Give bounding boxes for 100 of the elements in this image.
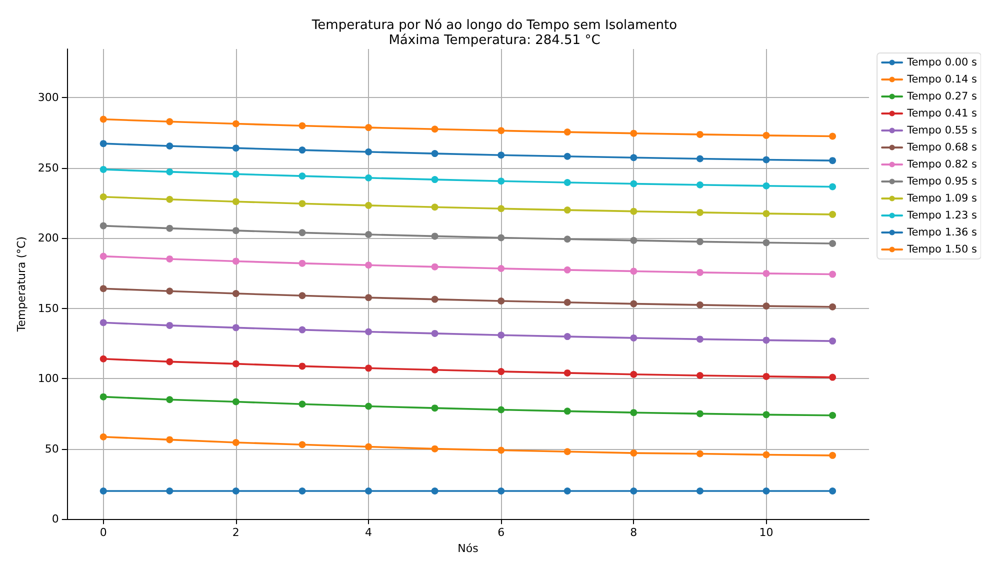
point [166, 322, 174, 329]
point [762, 270, 770, 277]
legend-label: Tempo 0.95 s [906, 176, 978, 188]
legend-label: Tempo 0.82 s [906, 158, 978, 170]
point [166, 142, 174, 150]
point [100, 116, 107, 123]
point [232, 144, 240, 152]
point [232, 198, 240, 206]
point [431, 263, 438, 270]
point [100, 433, 107, 440]
point [100, 193, 107, 200]
point [431, 445, 438, 452]
point [365, 294, 372, 302]
point [298, 326, 306, 334]
point [232, 258, 240, 265]
point [298, 400, 306, 408]
point [696, 181, 704, 188]
point [564, 487, 571, 494]
point [365, 364, 372, 372]
point [365, 124, 372, 132]
point [630, 154, 638, 162]
x-tick-label: 0 [100, 526, 107, 540]
legend-label: Tempo 1.09 s [906, 192, 978, 204]
point [431, 150, 438, 158]
point [630, 130, 638, 137]
point [100, 393, 107, 400]
point [100, 222, 107, 230]
point [829, 338, 836, 345]
point [630, 236, 638, 244]
point [498, 368, 505, 376]
point [829, 270, 836, 278]
point [232, 324, 240, 332]
point [498, 406, 505, 414]
point [431, 404, 438, 412]
point [298, 487, 306, 494]
legend-label: Tempo 0.00 s [906, 56, 978, 68]
point [762, 182, 770, 190]
point [762, 487, 770, 494]
y-axis-title: Temperatura (°C) [15, 236, 28, 333]
point [298, 292, 306, 300]
legend-label: Tempo 0.41 s [906, 108, 978, 120]
x-tick-label: 8 [630, 526, 638, 540]
point [431, 296, 438, 303]
point [829, 487, 836, 494]
y-tick-label: 300 [38, 90, 59, 104]
y-tick-label: 100 [38, 372, 59, 386]
point [298, 229, 306, 236]
x-axis-title: Nós [458, 542, 479, 555]
point [630, 268, 638, 275]
point [762, 132, 770, 139]
legend-label: Tempo 0.27 s [906, 90, 978, 102]
point [696, 238, 704, 246]
point [829, 240, 836, 248]
point [431, 232, 438, 240]
point [498, 446, 505, 454]
point [564, 236, 571, 243]
point [298, 172, 306, 180]
point [630, 370, 638, 378]
point [762, 411, 770, 418]
point [762, 239, 770, 246]
point [365, 402, 372, 410]
point [166, 436, 174, 444]
point [564, 152, 571, 160]
legend-label: Tempo 0.55 s [906, 124, 978, 136]
point [630, 300, 638, 308]
point [166, 168, 174, 176]
point [498, 265, 505, 272]
point [298, 146, 306, 154]
point [166, 118, 174, 126]
chart-title: Temperatura por Nó ao longo do Tempo sem Isolamento [310, 18, 678, 33]
point [630, 409, 638, 416]
point [232, 290, 240, 298]
point [232, 120, 240, 128]
point [829, 210, 836, 218]
x-tick-label: 10 [759, 526, 774, 540]
y-tick-label: 200 [38, 232, 59, 245]
point [298, 200, 306, 208]
point [696, 208, 704, 216]
point [762, 336, 770, 344]
legend-label: Tempo 1.50 s [906, 244, 978, 256]
legend-label: Tempo 0.68 s [906, 142, 978, 154]
point [365, 443, 372, 450]
point [298, 441, 306, 448]
point [100, 319, 107, 326]
y-tick-label: 50 [44, 442, 59, 456]
point [498, 178, 505, 185]
point [696, 410, 704, 418]
point [630, 180, 638, 188]
point [100, 252, 107, 260]
point [298, 260, 306, 267]
point [564, 333, 571, 340]
point [630, 208, 638, 215]
point [564, 408, 571, 415]
point [630, 450, 638, 457]
point [696, 450, 704, 458]
point [166, 487, 174, 494]
point [829, 303, 836, 310]
legend-label: Tempo 0.14 s [906, 74, 978, 86]
point [696, 301, 704, 308]
point [630, 334, 638, 342]
